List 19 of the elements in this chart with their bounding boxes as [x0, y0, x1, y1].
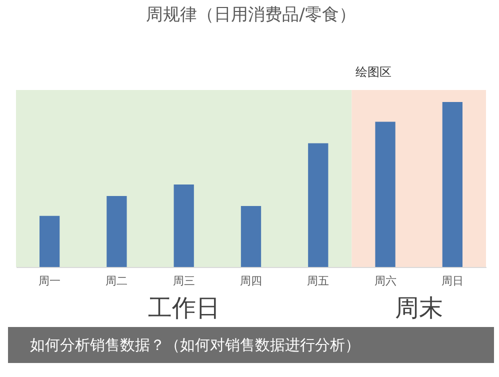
bar: [106, 196, 127, 267]
bar: [174, 184, 194, 267]
band-label: 周末: [394, 294, 443, 322]
x-tick-label: 周五: [307, 274, 330, 288]
x-tick-label: 周三: [172, 274, 195, 288]
x-tick-label: 周六: [374, 274, 396, 288]
bar: [40, 216, 60, 267]
x-tick-label: 周一: [38, 274, 61, 288]
x-tick-label: 周四: [240, 274, 262, 288]
chart-title: 周规律（日用消费品/零食）: [146, 5, 356, 25]
bar: [375, 122, 396, 267]
bar: [442, 102, 462, 267]
x-tick-label: 周二: [106, 274, 128, 288]
bar: [240, 206, 262, 267]
text: 如何分析销售数据？（如何对销售数据进行分析）: [30, 336, 360, 354]
band-label: 工作日: [148, 294, 220, 322]
text: 绘图区: [355, 65, 392, 79]
x-tick-label: 周日: [441, 274, 464, 288]
bar: [308, 143, 328, 267]
